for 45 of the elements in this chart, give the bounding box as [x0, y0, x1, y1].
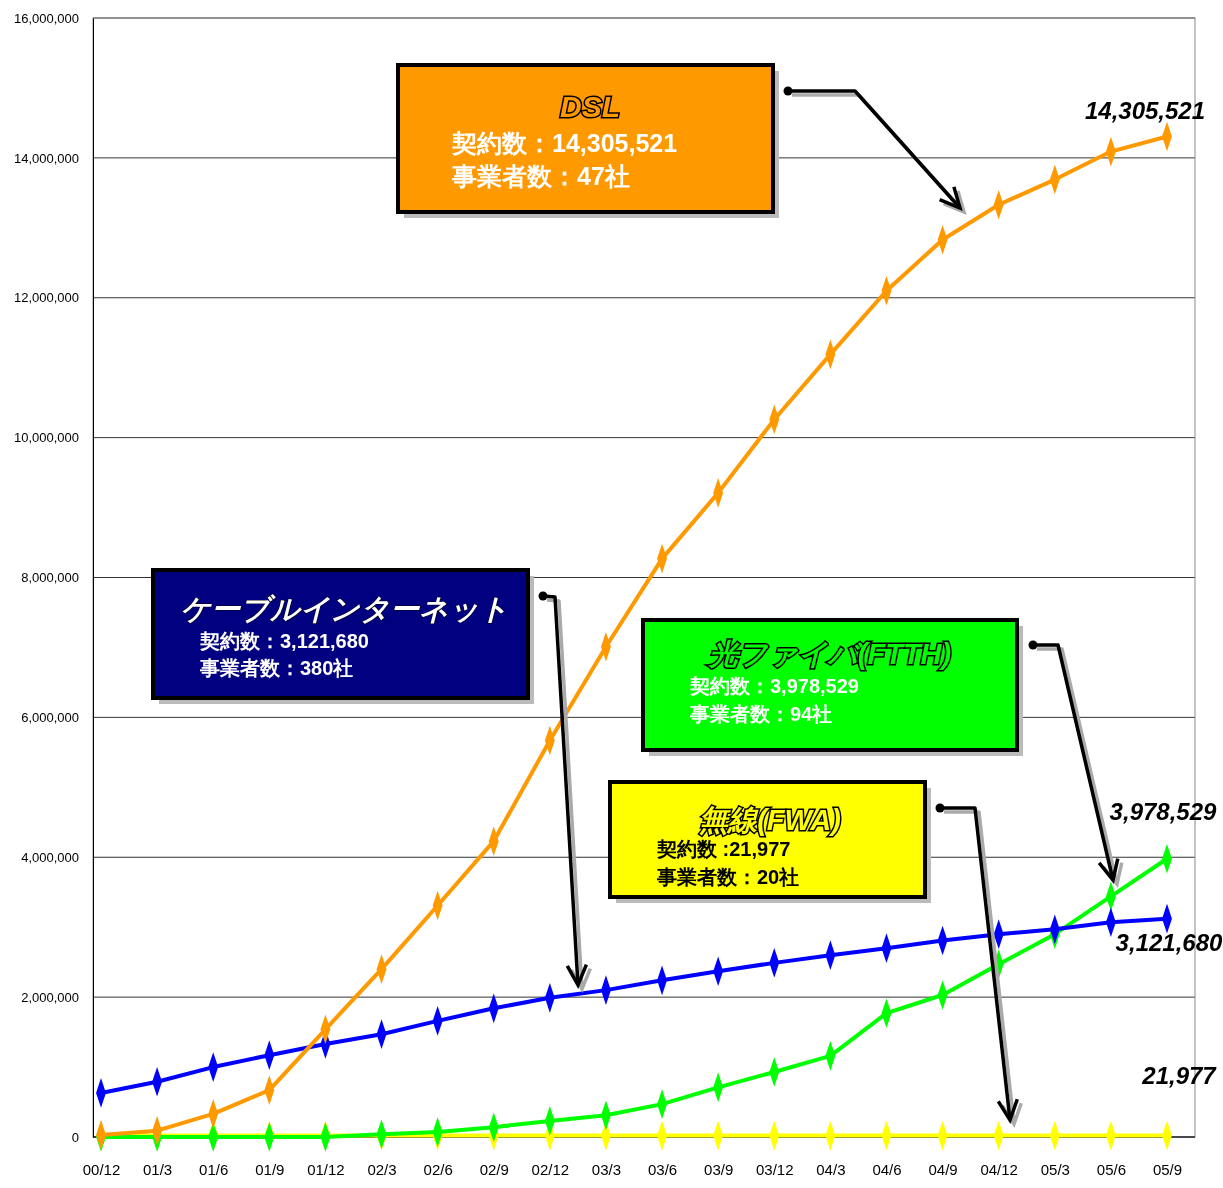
annotation: 事業者数：94社: [689, 703, 833, 725]
annotation: 3,121,680: [1115, 928, 1223, 956]
x-tick-label: 01/3: [143, 1160, 173, 1178]
annotation: 契約数：3,978,529: [689, 675, 859, 697]
x-tick-label: 04/12: [980, 1160, 1018, 1178]
y-tick-label: 6,000,000: [21, 710, 79, 726]
x-tick-label: 03/12: [755, 1160, 794, 1178]
text: 無線(FWA): [699, 804, 841, 836]
annotation: 契約数：3,121,680: [199, 630, 369, 652]
text: DSL: [560, 90, 620, 123]
y-tick-label: 14,000,000: [13, 150, 79, 166]
y-tick-label: 0: [71, 1129, 79, 1145]
x-tick-label: 01/6: [199, 1160, 229, 1178]
text: ケーブルインターネット: [181, 593, 509, 625]
y-tick-label: 8,000,000: [21, 570, 79, 586]
annotation: 契約数：14,305,521: [451, 129, 678, 157]
x-tick-label: 03/3: [591, 1160, 622, 1178]
x-tick-label: 01/12: [307, 1160, 345, 1178]
annotation: 事業者数：47社: [451, 162, 630, 190]
x-tick-label: 03/6: [647, 1160, 678, 1178]
annotation: 21,977: [1141, 1062, 1218, 1090]
y-tick-label: 10,000,000: [13, 430, 79, 446]
annotation: 事業者数：20社: [656, 866, 800, 888]
y-tick-label: 4,000,000: [21, 849, 79, 865]
x-tick-label: 02/12: [531, 1160, 570, 1178]
text: 光ファイバ(FTTH): [706, 638, 952, 670]
x-tick-label: 02/9: [479, 1160, 509, 1178]
x-tick-label: 04/3: [816, 1160, 846, 1178]
x-tick-label: 00/12: [82, 1160, 121, 1178]
x-tick-label: 02/6: [423, 1160, 453, 1178]
annotation: 3,978,529: [1109, 797, 1218, 825]
x-tick-label: 01/9: [255, 1160, 285, 1178]
y-tick-label: 16,000,000: [13, 10, 79, 26]
y-tick-label: 12,000,000: [13, 290, 79, 306]
x-tick-label: 02/3: [367, 1160, 397, 1178]
x-tick-label: 05/9: [1152, 1160, 1183, 1178]
annotation: 事業者数：380社: [199, 657, 354, 679]
x-tick-label: 05/6: [1096, 1160, 1126, 1178]
x-tick-label: 03/9: [704, 1160, 734, 1178]
x-tick-label: 05/3: [1040, 1160, 1070, 1178]
x-tick-label: 04/9: [928, 1160, 958, 1178]
y-tick-label: 2,000,000: [21, 989, 79, 1005]
annotation: 契約数 :21,977: [656, 838, 791, 860]
annotation: 14,305,521: [1084, 96, 1206, 124]
x-tick-label: 04/6: [872, 1160, 902, 1178]
